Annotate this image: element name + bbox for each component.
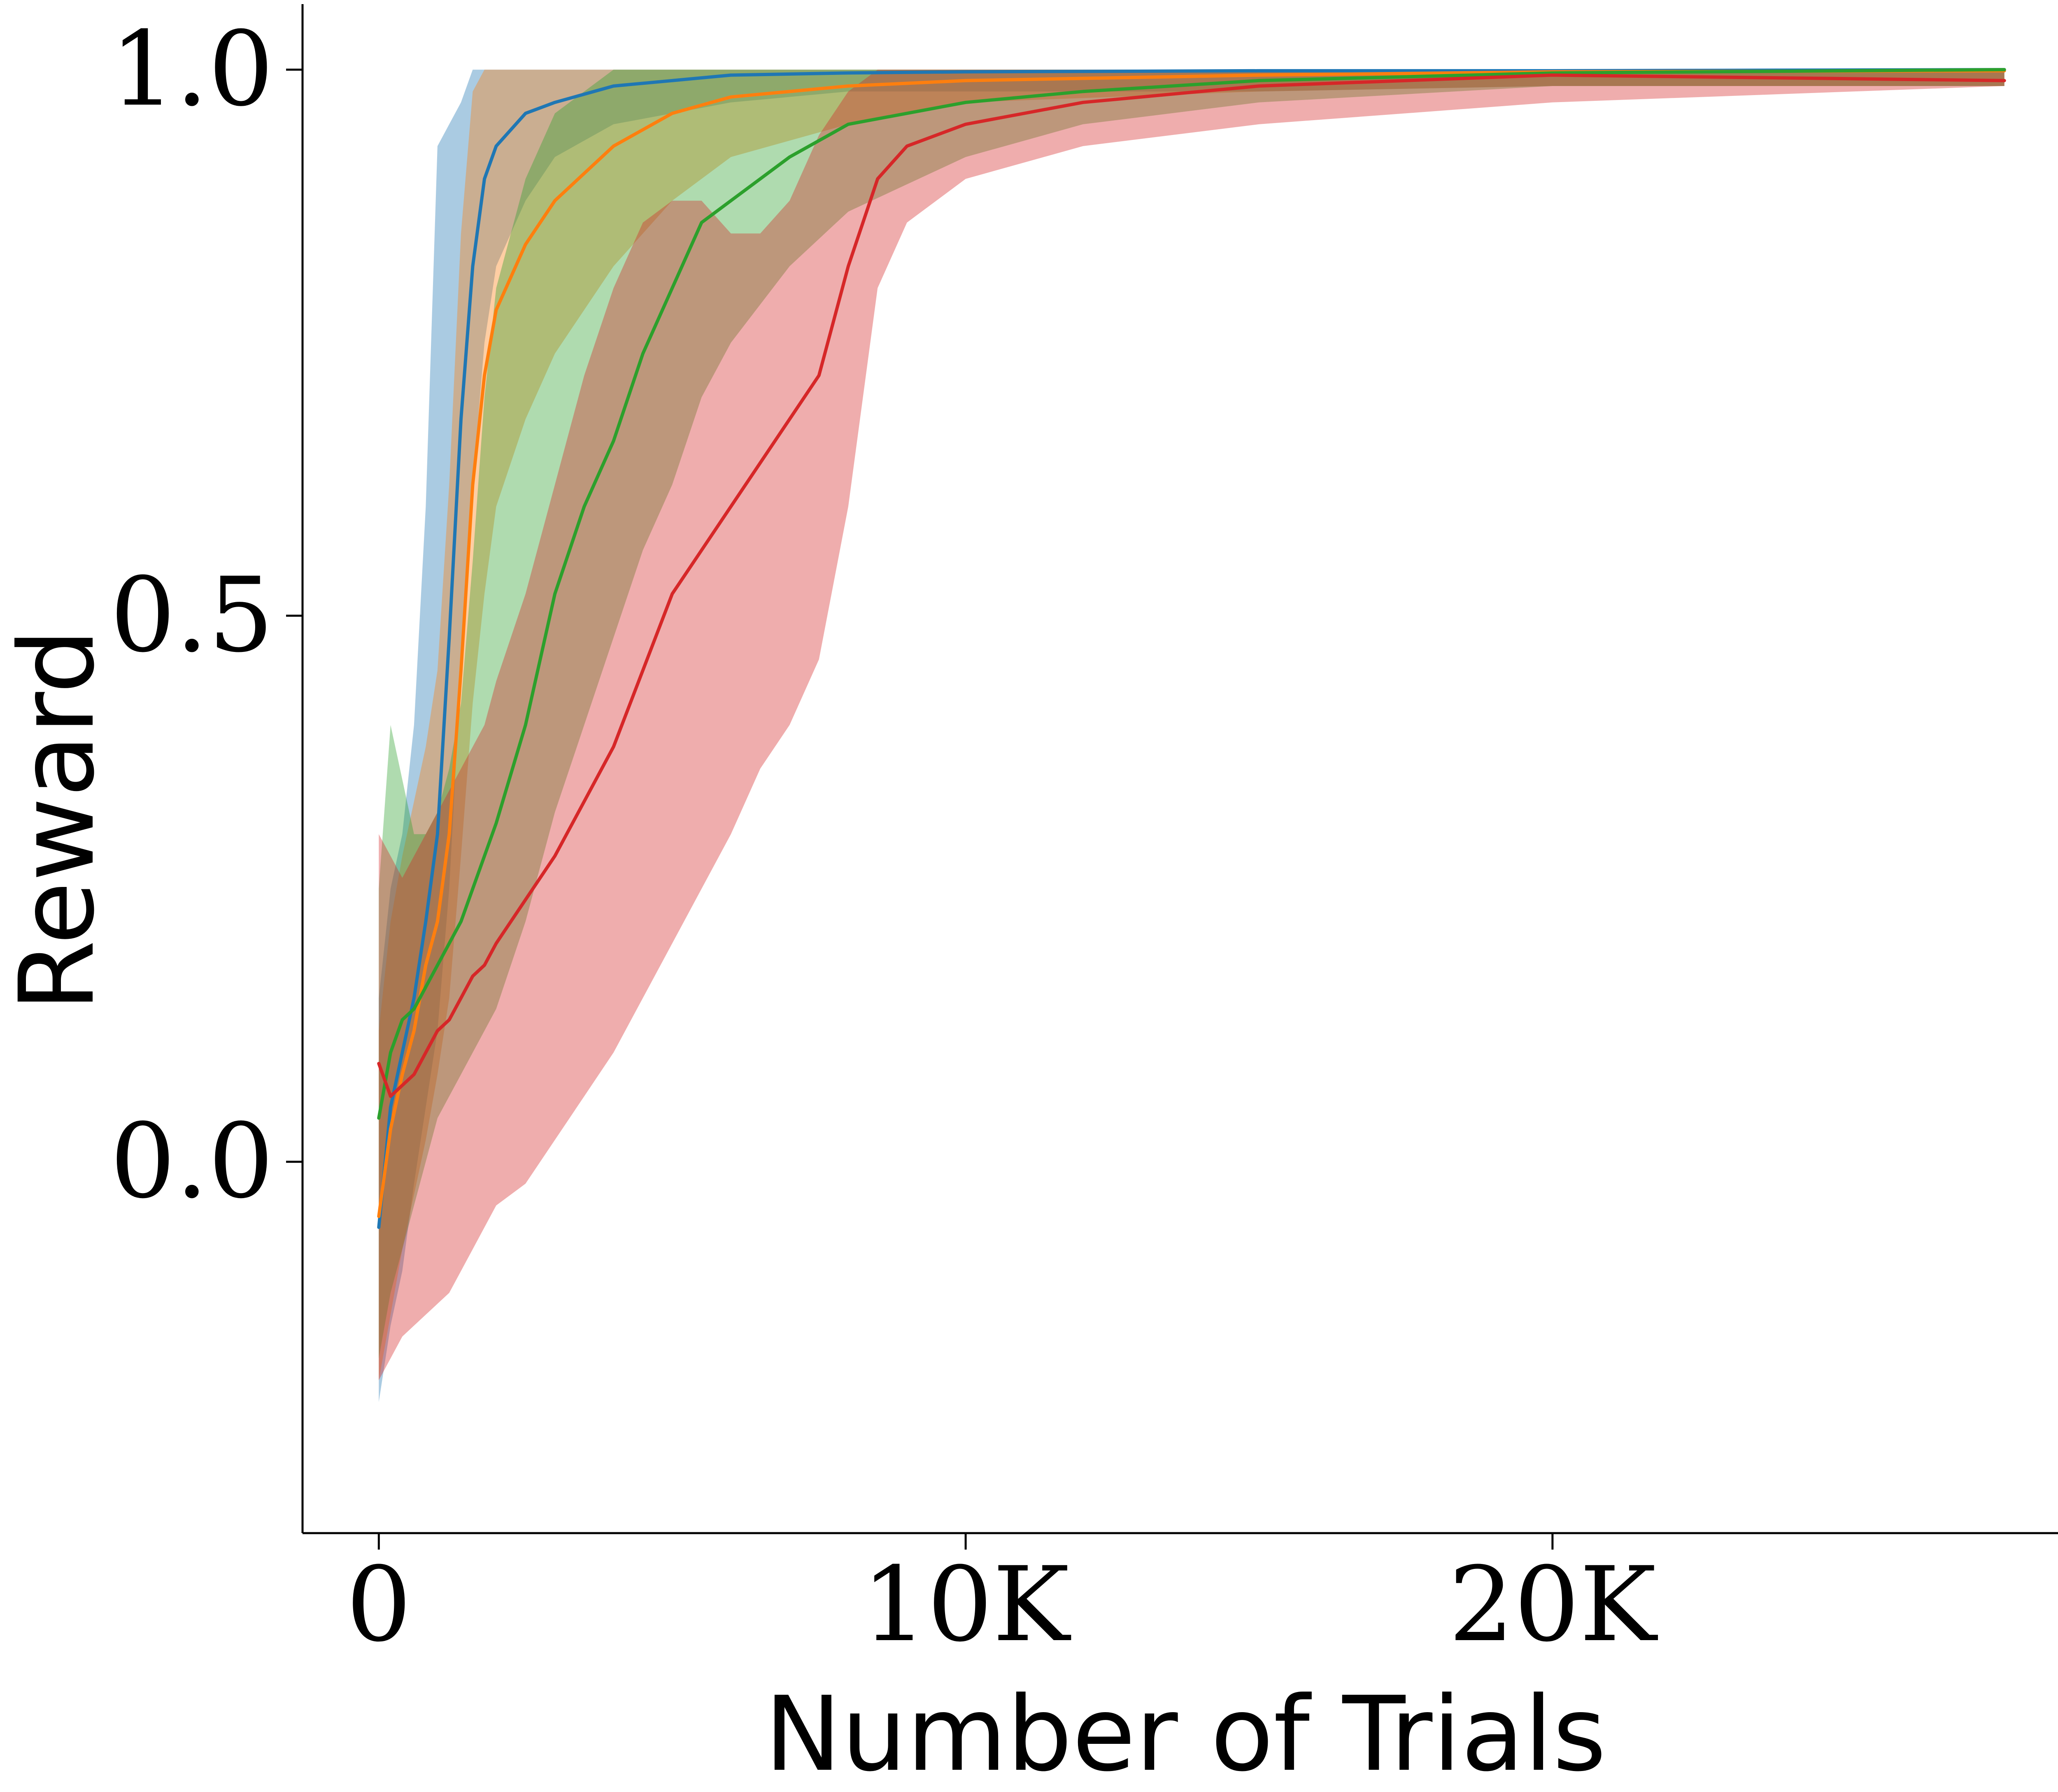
x-tick-label: 10K <box>862 1545 1071 1664</box>
series-3-line <box>377 68 2006 1120</box>
series-lines <box>377 68 2006 1229</box>
x-axis-title: Number of Trials <box>764 1674 1606 1792</box>
x-tick-label: 20K <box>1448 1545 1658 1664</box>
x-tick-label: 0 <box>346 1545 412 1664</box>
series-4-band <box>379 70 2004 1380</box>
series-3-band <box>379 70 2004 1359</box>
y-tick-label: 0.5 <box>110 555 274 675</box>
series-1-line <box>377 68 2006 1229</box>
series-2-line <box>377 69 2006 1218</box>
y-tick-label: 1.0 <box>110 9 274 129</box>
y-tick-label: 0.0 <box>110 1101 274 1221</box>
series-2-band <box>379 70 2004 1380</box>
series-4-line <box>377 73 2006 1098</box>
y-axis-title: Reward <box>0 628 117 1012</box>
x-axis-ticks: 0 10K 20K <box>346 1533 1658 1664</box>
confidence-bands <box>379 70 2004 1402</box>
y-axis-ticks: 0.0 0.5 1.0 <box>110 9 303 1221</box>
